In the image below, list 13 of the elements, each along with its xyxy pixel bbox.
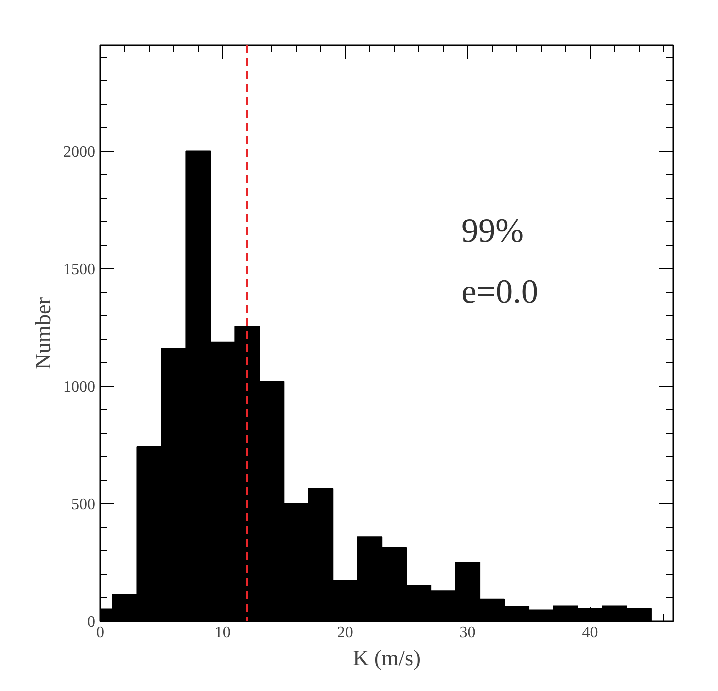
y-tick-label: 500 [72, 496, 96, 514]
y-tick-label: 2000 [64, 144, 96, 161]
annotation: 99% [462, 213, 524, 250]
x-tick-label: 30 [460, 624, 476, 642]
annotation: e=0.0 [462, 274, 538, 312]
y-tick-label: 0 [88, 614, 96, 631]
x-tick-label: 20 [337, 624, 354, 642]
y-tick-label: 1500 [64, 261, 96, 278]
x-axis-title: K (m/s) [353, 646, 421, 670]
y-tick-label: 1000 [64, 378, 96, 396]
x-tick-label: 10 [214, 624, 231, 642]
y-axis-title: Number [30, 296, 56, 370]
x-tick-label: 40 [582, 624, 598, 642]
